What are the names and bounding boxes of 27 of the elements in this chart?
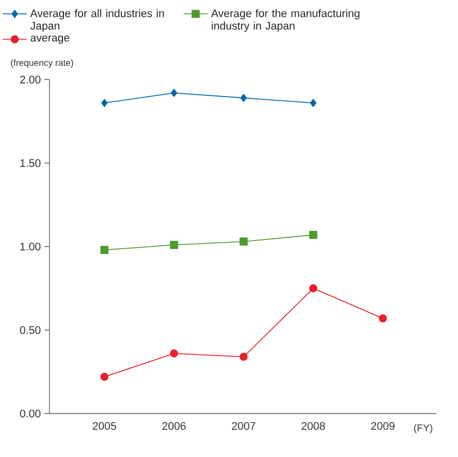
point [240, 94, 247, 102]
point [240, 238, 248, 246]
point [100, 372, 108, 381]
y-tick-label: 0.00 [20, 410, 40, 418]
x-axis-title: (FY) [414, 424, 432, 434]
point [170, 88, 178, 97]
x-tick-label: 2009 [371, 422, 394, 430]
point [378, 314, 387, 322]
point [310, 98, 316, 107]
legend-label: Average for the manufacturing industry in Japan [211, 9, 360, 32]
point [170, 349, 178, 358]
point [309, 284, 318, 292]
point [170, 240, 178, 249]
x-tick-label: 2005 [92, 422, 116, 430]
legend-label: average [30, 36, 70, 44]
x-tick-label: 2007 [232, 422, 256, 430]
point [100, 246, 108, 254]
y-tick-label: 2.00 [20, 76, 40, 84]
y-tick-label: 1.00 [20, 242, 40, 250]
y-tick-label: 0.50 [20, 326, 40, 334]
x-tick-label: 2006 [162, 422, 186, 430]
point [101, 98, 108, 107]
y-axis-title: (frequency rate) [10, 59, 74, 68]
x-tick-label: 2008 [302, 422, 325, 430]
y-tick-label: 1.50 [20, 159, 40, 167]
point [309, 230, 318, 239]
point [240, 352, 248, 361]
